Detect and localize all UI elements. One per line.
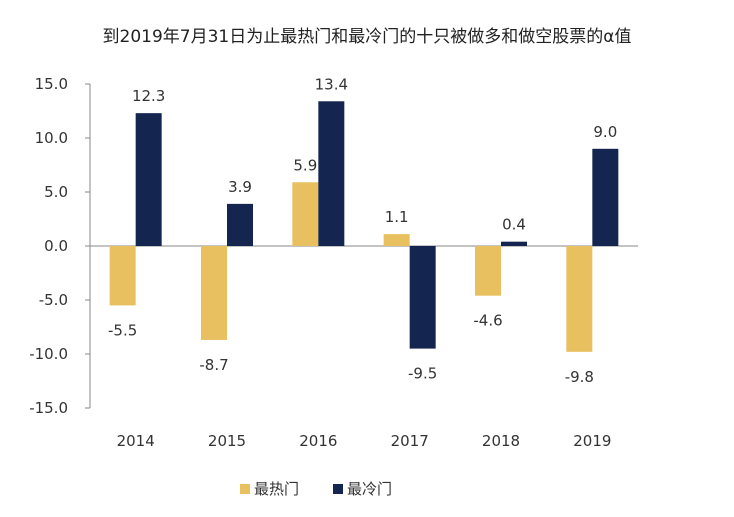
x-tick-label: 2015 (208, 432, 246, 450)
bar-cold (409, 246, 436, 349)
bar-cold (318, 101, 345, 246)
bar-hot (292, 182, 319, 246)
data-label: -4.6 (473, 312, 502, 330)
axes (85, 83, 638, 409)
data-label: 12.3 (132, 87, 165, 105)
bar-hot (109, 246, 136, 306)
data-labels: -5.5 -8.7 5.9 1.1 -4.6 -9.8 12.3 3.9 13.4 -9.5 0.4… (108, 75, 617, 386)
bar-cold (501, 241, 527, 246)
tick-labels: 15.0 10.0 5.0 0.0 -5.0 -10.0 -15.0 2014 2015 2016… (29, 75, 611, 450)
x-tick-label: 2016 (299, 432, 337, 450)
x-tick-label: 2018 (482, 432, 520, 450)
data-label: 3.9 (228, 178, 252, 196)
bars (109, 101, 619, 352)
y-tick-label: -10.0 (29, 345, 68, 363)
y-tick-label: 5.0 (44, 183, 68, 201)
data-label: 13.4 (315, 75, 348, 93)
bar-hot (201, 246, 227, 340)
data-label: 0.4 (502, 216, 526, 234)
chart-title: 到2019年7月31日为止最热门和最冷门的十只被做多和做空股票的α值 (102, 27, 632, 47)
bar-hot (383, 234, 410, 246)
data-label: -9.5 (408, 365, 437, 383)
data-label: -5.5 (108, 321, 137, 339)
data-label: 5.9 (293, 156, 317, 174)
y-tick-label: 10.0 (35, 129, 68, 147)
bar-hot (475, 246, 501, 296)
y-tick-label: 15.0 (35, 75, 68, 93)
bar-cold (592, 148, 619, 246)
x-tick-label: 2017 (391, 432, 429, 450)
legend: 最热门 最冷门 (240, 478, 426, 499)
bar-hot (566, 246, 593, 352)
legend-swatch-hot (240, 483, 250, 494)
y-tick-label: 0.0 (44, 237, 68, 255)
y-tick-label: -5.0 (39, 291, 68, 309)
legend-label-cold: 最冷门 (347, 480, 393, 498)
legend-item-cold: 最冷门 (333, 478, 392, 499)
bar-cold (227, 203, 253, 246)
legend-label-hot: 最热门 (254, 480, 300, 498)
data-label: 9.0 (593, 123, 617, 141)
x-tick-label: 2019 (573, 432, 611, 450)
x-tick-label: 2014 (117, 432, 155, 450)
data-label: -9.8 (565, 368, 594, 386)
legend-item-hot: 最热门 (240, 478, 299, 499)
legend-swatch-cold (333, 483, 344, 494)
bar-cold (135, 113, 162, 246)
y-tick-label: -15.0 (29, 399, 68, 417)
data-label: -8.7 (199, 356, 228, 374)
data-label: 1.1 (385, 208, 409, 226)
